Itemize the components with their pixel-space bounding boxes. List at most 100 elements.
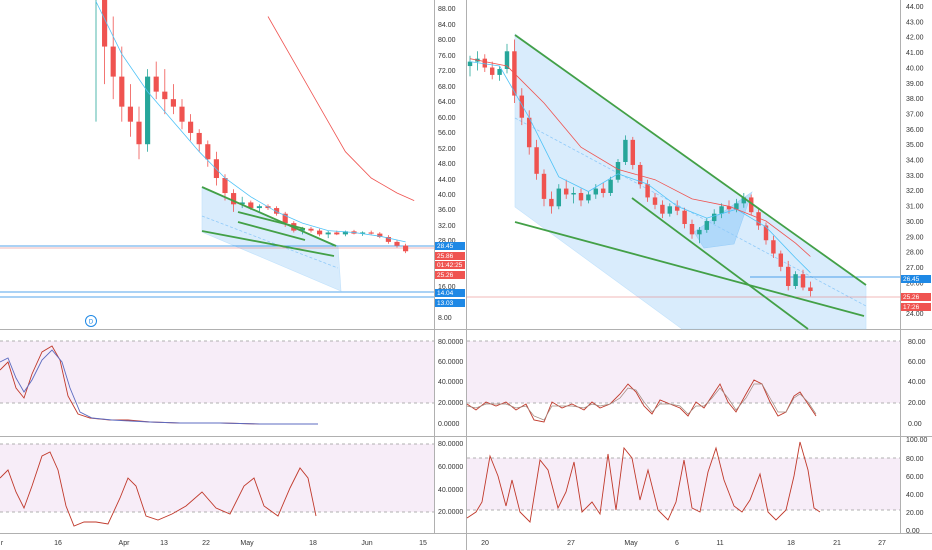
right-candle (563, 179, 569, 199)
right-price-axis: 44.00 43.00 42.00 41.00 40.00 39.00 38.00 37.00… (906, 4, 924, 318)
right-trendlines (514, 34, 867, 330)
right-candle (623, 135, 628, 165)
left-candle (403, 243, 409, 254)
right-candle (748, 194, 754, 216)
right-candle (800, 269, 806, 291)
left-trendlines (201, 186, 337, 257)
left-price-axis: 88.00 84.00 80.00 76.00 72.00 68.00 64.00 60.00… (438, 6, 456, 322)
right-inner-trendline (631, 197, 809, 330)
axis-tick-label: 32.00 (906, 188, 924, 195)
axis-tick-label: 35.00 (906, 142, 924, 149)
axis-tick-label: 0.00 (908, 421, 922, 428)
right-candle (541, 169, 547, 207)
axis-tick-label: 41.00 (906, 50, 924, 57)
right-candle (593, 184, 599, 199)
right-candle (741, 193, 747, 208)
right-stoch-axis: 80.00 60.00 40.00 20.00 0.00 (908, 339, 926, 428)
svg-text:25.26: 25.26 (903, 294, 920, 301)
axis-tick-label: 30.00 (906, 219, 924, 226)
right-candle (771, 235, 776, 258)
left-rsi-band (0, 444, 434, 512)
left-candle (188, 114, 194, 141)
left-candle (317, 228, 323, 237)
axis-tick-label: 48.00 (438, 161, 456, 168)
left-candle (377, 232, 383, 239)
left-candle (394, 240, 400, 248)
axis-tick-label: 80.0000 (438, 339, 463, 346)
axis-tick-label: 40.00 (908, 379, 926, 386)
left-lower-trendline (201, 230, 335, 257)
axis-tick-label: 72.00 (438, 68, 456, 75)
axis-tick-label: 20.0000 (438, 509, 463, 516)
date-tick-label: 18 (309, 540, 317, 547)
axis-tick-label: 84.00 (438, 22, 456, 29)
right-candle (549, 191, 554, 214)
axis-tick-label: 40.00 (438, 192, 456, 199)
left-candle (162, 69, 168, 115)
axis-tick-label: 42.00 (906, 35, 924, 42)
axis-tick-label: 20.00 (906, 510, 924, 517)
date-tick-label: 11 (716, 540, 723, 547)
axis-tick-label: 60.00 (906, 474, 924, 481)
date-tick-label: 27 (567, 540, 575, 547)
left-rsi-line (0, 451, 317, 527)
left-candle (119, 46, 125, 122)
right-candle (534, 139, 539, 180)
price-tag: 28.45 (435, 242, 465, 250)
right-candle (482, 54, 488, 72)
price-tag: 01:42:25 (435, 261, 465, 269)
left-candle (213, 151, 219, 186)
left-candle (153, 61, 159, 100)
date-tick-label: 6 (675, 540, 679, 547)
axis-tick-label: 80.00 (908, 339, 926, 346)
axis-tick-label: 68.00 (438, 84, 456, 91)
oscillator-lines (0, 345, 821, 527)
svg-text:25.86: 25.86 (437, 253, 454, 260)
left-candle (170, 84, 176, 115)
dividend-marker[interactable]: D (85, 315, 97, 327)
axis-tick-label: 28.00 (906, 250, 924, 257)
right-candle (674, 200, 680, 216)
right-candle (586, 191, 591, 204)
right-candle (660, 200, 665, 219)
left-candle (385, 235, 391, 244)
right-candle (475, 51, 480, 71)
right-lower-trendline (514, 221, 865, 317)
axis-tick-label: 88.00 (438, 6, 456, 13)
axis-tick-label: 37.00 (906, 111, 924, 118)
right-candle (615, 159, 621, 183)
left-candle (145, 69, 151, 152)
axis-tick-label: 80.00 (906, 456, 924, 463)
date-tick-label: 21 (833, 540, 841, 547)
left-wedge-upper (237, 211, 306, 230)
axis-tick-label: 60.00 (438, 115, 456, 122)
axis-tick-label: 31.00 (906, 204, 924, 211)
axis-tick-label: 44.00 (438, 177, 456, 184)
axis-tick-label: 8.00 (438, 315, 452, 322)
right-date-axis: 20 27 May 6 11 18 21 27 (481, 540, 886, 547)
dividend-marker-label: D (89, 320, 94, 326)
axis-tick-label: 20.0000 (438, 400, 463, 407)
right-stoch-line (466, 379, 817, 423)
right-candle (793, 271, 798, 289)
right-candle (519, 88, 525, 126)
right-candle (763, 222, 769, 245)
axis-tick-label: 20.00 (908, 400, 926, 407)
price-tag: 14.04 (435, 289, 465, 297)
right-candle (600, 182, 606, 198)
left-candle (95, 0, 97, 122)
right-price-tags: 26.45 25.26 17:26 (901, 275, 931, 311)
right-candle (808, 281, 813, 297)
price-tag: 25.86 (435, 252, 465, 260)
right-candle (778, 250, 784, 272)
price-tag: 17:26 (901, 303, 931, 311)
svg-text:26.45: 26.45 (903, 276, 920, 283)
axis-tick-label: 56.00 (438, 130, 456, 137)
axis-tick-label: 32.00 (438, 223, 456, 230)
right-candle (697, 226, 702, 244)
left-upper-trendline (201, 186, 337, 247)
axis-tick-label: 40.0000 (438, 487, 463, 494)
axis-tick-label: 60.0000 (438, 464, 463, 471)
right-candle (645, 179, 650, 202)
